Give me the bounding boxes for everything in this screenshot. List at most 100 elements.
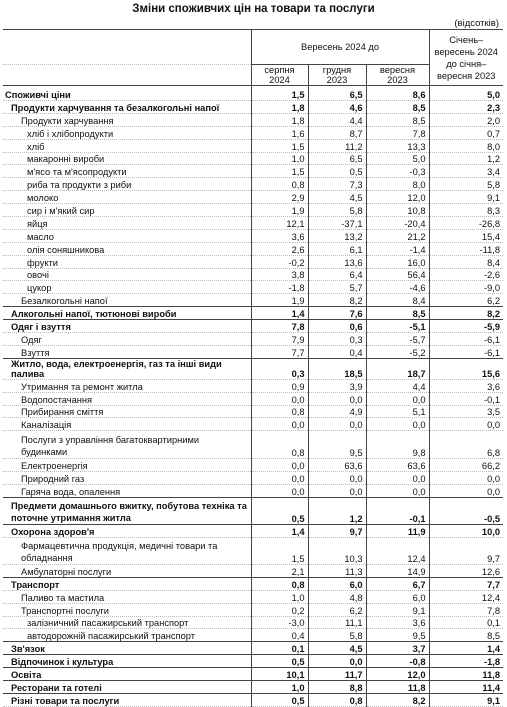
table-row: сир і м'який сир 1,9 5,8 10,8 8,3: [3, 203, 504, 218]
cell-col4: 10,0: [428, 524, 504, 538]
table-row: макаронні вироби 1,0 6,5 5,0 1,2: [3, 152, 504, 166]
table-row: Освіта 10,1 11,7 12,0 11,8: [3, 667, 504, 681]
table-row: Продукти харчування та безалкогольні нап…: [3, 100, 504, 114]
header-blank-sub: [3, 64, 251, 86]
table-row: Предмети домашнього вжитку, побутова тех…: [3, 497, 504, 526]
cell-col3: 56,4: [365, 268, 430, 282]
row-label: макаронні вироби: [3, 152, 251, 166]
cell-col2: 5,8: [307, 628, 366, 643]
cell-col1: 2,6: [250, 242, 308, 256]
cell-col2: 11,7: [307, 667, 366, 681]
cell-col1: 1,4: [250, 306, 308, 321]
cell-col4: -2,6: [428, 268, 504, 282]
cell-col3: 9,8: [365, 430, 430, 460]
cell-col1: 1,9: [250, 293, 308, 308]
cell-col2: 11,1: [307, 616, 366, 630]
cell-col3: 6,0: [365, 590, 430, 604]
table-row: Одяг і взуття 7,8 0,6 -5,1 -5,9: [3, 319, 504, 334]
table-row: Безалкогольні напої 1,9 8,2 8,4 6,2: [3, 293, 504, 308]
table-row: Водопостачання 0,0 0,0 0,0 -0,1: [3, 392, 504, 406]
cell-col4: 0,0: [428, 484, 504, 499]
table-row: риба та продукти з риби 0,8 7,3 8,0 5,8: [3, 177, 504, 192]
cell-col3: 5,0: [365, 152, 430, 166]
cell-col2: 0,0: [307, 484, 366, 499]
cell-col2: 8,7: [307, 126, 366, 140]
row-label: цукор: [3, 280, 251, 295]
cell-col3: 8,5: [365, 100, 430, 114]
cell-col2: 3,9: [307, 379, 366, 393]
header-col4: Січень–вересень 2024 до січня–вересня 20…: [428, 29, 504, 86]
cell-col1: 1,0: [250, 152, 308, 166]
cell-col3: -4,6: [365, 280, 430, 295]
row-label: Одяг і взуття: [3, 319, 251, 334]
cell-col2: 11,3: [307, 564, 366, 578]
cell-col4: 1,4: [428, 641, 504, 656]
cell-col3: 13,3: [365, 139, 430, 153]
cell-col4: 0,7: [428, 126, 504, 140]
table-row: Ресторани та готелі 1,0 8,8 11,8 11,4: [3, 679, 504, 694]
header-row-sub: серпня 2024 грудня 2023 вересня 2023: [3, 64, 503, 86]
row-label: Житло, вода, електроенергія, газ та інші…: [3, 357, 251, 380]
cell-col4: 12,4: [428, 590, 504, 604]
table-row: хліб 1,5 11,2 13,3 8,0: [3, 139, 504, 153]
table-row: Відпочинок і культура 0,5 0,0 -0,8 -1,8: [3, 654, 504, 669]
row-label: овочі: [3, 268, 251, 282]
cell-col3: 0,0: [365, 392, 430, 406]
row-label: автодорожній пасажирський транспорт: [3, 628, 251, 643]
cell-col2: 7,3: [307, 177, 366, 192]
price-changes-table: Вересень 2024 до Січень–вересень 2024 до…: [3, 29, 504, 707]
cell-col1: -0,2: [250, 255, 308, 269]
cell-col3: 0,0: [365, 471, 430, 486]
cell-col2: 4,8: [307, 590, 366, 604]
row-label: м'ясо та м'ясопродукти: [3, 164, 251, 179]
table-row: Охорона здоров'я 1,4 9,7 11,9 10,0: [3, 524, 504, 538]
cell-col1: 0,0: [250, 471, 308, 486]
cell-col1: 2,9: [250, 190, 308, 205]
cell-col3: -5,2: [365, 345, 430, 359]
table-row: м'ясо та м'ясопродукти 1,5 0,5 -0,3 3,4: [3, 164, 504, 179]
cell-col4: 6,2: [428, 293, 504, 308]
cell-col2: 13,2: [307, 229, 366, 243]
table-row: Споживчі ціни 1,5 6,5 8,6 5,0: [3, 85, 504, 101]
cell-col1: 0,0: [250, 458, 308, 473]
cell-col4: 9,7: [428, 537, 504, 565]
row-label: Утримання та ремонт житла: [3, 379, 251, 393]
header-blank: [3, 29, 251, 65]
cell-col4: 11,4: [428, 679, 504, 694]
cell-col4: 6,8: [428, 430, 504, 460]
table-row: Електроенергія 0,0 63,6 63,6 66,2: [3, 458, 504, 473]
cell-col4: 8,5: [428, 628, 504, 643]
cell-col3: -0,8: [365, 654, 430, 669]
cell-col1: 7,9: [250, 332, 308, 346]
row-label: фрукти: [3, 255, 251, 269]
table-row: Утримання та ремонт житла 0,9 3,9 4,4 3,6: [3, 379, 504, 393]
cell-col2: 4,9: [307, 405, 366, 419]
cell-col1: 0,0: [250, 484, 308, 499]
cell-col3: 21,2: [365, 229, 430, 243]
row-label: Транспортні послуги: [3, 603, 251, 617]
cell-col3: 18,7: [365, 357, 430, 380]
cell-col4: -6,1: [428, 332, 504, 346]
cell-col3: 8,6: [365, 85, 430, 101]
row-label: Предмети домашнього вжитку, побутова тех…: [3, 497, 251, 526]
cell-col1: 10,1: [250, 667, 308, 681]
cell-col1: 0,8: [250, 405, 308, 419]
table-row: Одяг 7,9 0,3 -5,7 -6,1: [3, 332, 504, 346]
cell-col4: 0,0: [428, 417, 504, 432]
row-label: Паливо та мастила: [3, 590, 251, 604]
cell-col3: 0,0: [365, 484, 430, 499]
cell-col3: -5,7: [365, 332, 430, 346]
cell-col3: 9,1: [365, 603, 430, 617]
cell-col1: 1,8: [250, 113, 308, 127]
table-row: Гаряча вода, опалення 0,0 0,0 0,0 0,0: [3, 484, 504, 499]
cell-col2: 6,2: [307, 603, 366, 617]
cell-col4: -1,8: [428, 654, 504, 669]
row-label: Взуття: [3, 345, 251, 359]
row-label: Фармацевтична продукція, медичні товари …: [3, 537, 251, 565]
cell-col2: 6,5: [307, 152, 366, 166]
cell-col1: 1,0: [250, 590, 308, 604]
table-row: молоко 2,9 4,5 12,0 9,1: [3, 190, 504, 205]
cell-col3: 12,4: [365, 537, 430, 565]
cell-col4: 9,1: [428, 190, 504, 205]
header-row-top: Вересень 2024 до Січень–вересень 2024 до…: [3, 29, 504, 86]
